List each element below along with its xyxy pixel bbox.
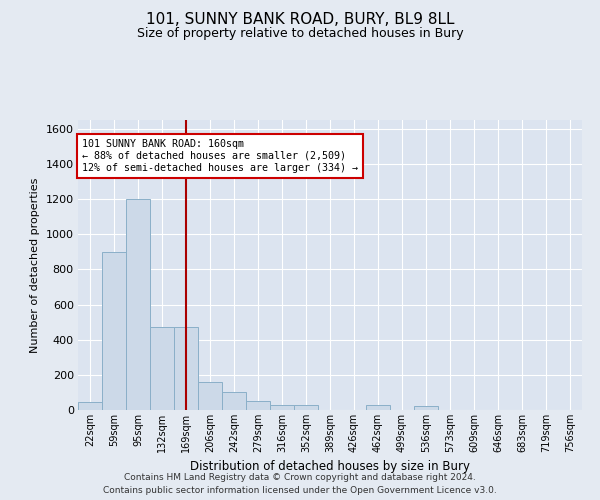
Bar — [246, 401, 270, 410]
Bar — [414, 406, 438, 410]
X-axis label: Distribution of detached houses by size in Bury: Distribution of detached houses by size … — [190, 460, 470, 473]
Text: 101 SUNNY BANK ROAD: 160sqm
← 88% of detached houses are smaller (2,509)
12% of : 101 SUNNY BANK ROAD: 160sqm ← 88% of det… — [82, 140, 358, 172]
Bar — [222, 392, 246, 410]
Text: 101, SUNNY BANK ROAD, BURY, BL9 8LL: 101, SUNNY BANK ROAD, BURY, BL9 8LL — [146, 12, 454, 28]
Bar — [78, 402, 102, 410]
Bar — [270, 404, 294, 410]
Bar — [174, 328, 198, 410]
Text: Contains HM Land Registry data © Crown copyright and database right 2024.: Contains HM Land Registry data © Crown c… — [124, 472, 476, 482]
Y-axis label: Number of detached properties: Number of detached properties — [30, 178, 40, 352]
Text: Size of property relative to detached houses in Bury: Size of property relative to detached ho… — [137, 28, 463, 40]
Bar — [366, 404, 390, 410]
Bar — [126, 199, 150, 410]
Bar — [294, 404, 318, 410]
Bar — [150, 328, 174, 410]
Text: Contains public sector information licensed under the Open Government Licence v3: Contains public sector information licen… — [103, 486, 497, 495]
Bar — [102, 252, 126, 410]
Bar — [198, 382, 222, 410]
